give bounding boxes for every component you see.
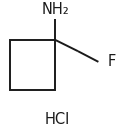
Text: NH₂: NH₂	[41, 2, 69, 17]
Text: F: F	[107, 54, 116, 69]
Bar	[10, 40, 55, 90]
Text: HCl: HCl	[45, 112, 70, 127]
